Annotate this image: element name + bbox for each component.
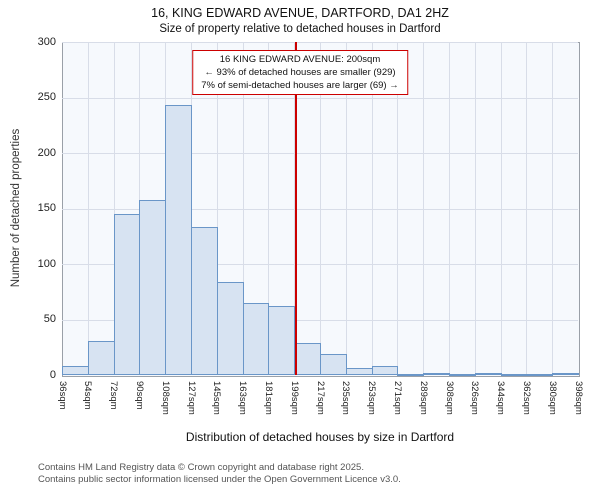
histogram-bar xyxy=(139,199,167,375)
x-axis-label: Distribution of detached houses by size … xyxy=(185,430,455,444)
y-tick-label: 100 xyxy=(37,257,56,270)
grid-line-vertical xyxy=(320,42,321,375)
grid-line-vertical xyxy=(87,42,89,375)
histogram-bar xyxy=(320,353,347,375)
marker-line xyxy=(294,42,297,375)
x-tick-label: 289sqm xyxy=(417,381,429,415)
grid-line-vertical xyxy=(449,42,450,375)
grid-line-vertical xyxy=(216,42,218,375)
annotation-line-1: 16 KING EDWARD AVENUE: 200sqm xyxy=(219,54,381,65)
x-tick-label: 235sqm xyxy=(340,381,352,415)
x-tick-label: 217sqm xyxy=(314,381,326,415)
x-tick-label: 344sqm xyxy=(495,381,507,415)
histogram-bar xyxy=(397,373,425,376)
grid-line-vertical xyxy=(423,42,425,375)
histogram-bar xyxy=(526,373,554,376)
annotation-line-3: 7% of semi-detached houses are larger (6… xyxy=(201,80,399,91)
histogram-bar xyxy=(165,105,192,375)
grid-line-vertical xyxy=(526,42,528,375)
x-tick-label: 163sqm xyxy=(237,381,249,415)
grid-line-vertical xyxy=(371,42,373,375)
grid-line-vertical xyxy=(242,42,244,375)
x-tick-label: 253sqm xyxy=(366,381,378,415)
chart-title: 16, KING EDWARD AVENUE, DARTFORD, DA1 2H… xyxy=(151,6,449,20)
grid-line-vertical xyxy=(345,42,347,375)
x-tick-label: 362sqm xyxy=(520,381,532,415)
x-tick-label: 326sqm xyxy=(469,381,481,415)
x-tick-label: 90sqm xyxy=(133,381,145,410)
footer-attribution-line-1: Contains HM Land Registry data © Crown c… xyxy=(38,462,364,473)
histogram-bar xyxy=(113,214,141,375)
histogram-bar xyxy=(294,342,321,375)
histogram-bar xyxy=(474,372,502,375)
y-tick-label: 0 xyxy=(49,368,56,381)
x-tick-label: 199sqm xyxy=(288,381,300,415)
x-tick-label: 108sqm xyxy=(159,381,171,415)
histogram-bar xyxy=(345,368,373,375)
histogram-bar xyxy=(423,372,450,375)
x-tick-label: 380sqm xyxy=(546,381,558,415)
chart-subtitle: Size of property relative to detached ho… xyxy=(159,23,441,35)
x-tick-label: 271sqm xyxy=(391,381,403,415)
grid-line-vertical xyxy=(268,42,270,375)
y-tick-label: 250 xyxy=(37,91,56,103)
y-tick-label: 150 xyxy=(37,202,56,214)
x-tick-label: 308sqm xyxy=(443,381,455,415)
y-axis-label: Number of detached properties xyxy=(10,128,22,288)
grid-line-vertical xyxy=(500,42,502,375)
grid-line-vertical xyxy=(474,42,476,375)
y-tick-label: 200 xyxy=(37,146,56,159)
histogram-bar xyxy=(371,366,399,375)
y-tick-label: 50 xyxy=(43,313,56,325)
histogram-bar xyxy=(552,372,579,375)
annotation-line-2: ← 93% of detached houses are smaller (92… xyxy=(204,67,396,78)
x-tick-label: 398sqm xyxy=(572,381,584,415)
grid-line-vertical xyxy=(294,42,296,375)
histogram-bar xyxy=(268,306,296,375)
histogram-bar xyxy=(500,373,528,376)
x-tick-label: 127sqm xyxy=(185,381,197,415)
x-tick-label: 181sqm xyxy=(262,381,274,415)
annotation-box: 16 KING EDWARD AVENUE: 200sqm ← 93% of d… xyxy=(192,50,408,95)
histogram-bar xyxy=(62,366,89,375)
histogram-bar xyxy=(449,373,476,376)
grid-line-vertical xyxy=(552,42,554,375)
histogram-bar xyxy=(216,281,244,375)
histogram-bar xyxy=(191,227,218,375)
footer-attribution-line-2: Contains public sector information licen… xyxy=(38,474,401,485)
y-tick-label: 300 xyxy=(37,35,56,48)
histogram-bar xyxy=(242,302,270,375)
histogram-bar xyxy=(87,340,115,375)
grid-line-vertical xyxy=(113,42,115,375)
x-tick-label: 145sqm xyxy=(211,381,223,415)
grid-line-vertical xyxy=(397,42,399,375)
x-tick-label: 54sqm xyxy=(82,381,94,410)
x-tick-label: 36sqm xyxy=(56,381,68,410)
x-tick-label: 72sqm xyxy=(108,381,120,410)
